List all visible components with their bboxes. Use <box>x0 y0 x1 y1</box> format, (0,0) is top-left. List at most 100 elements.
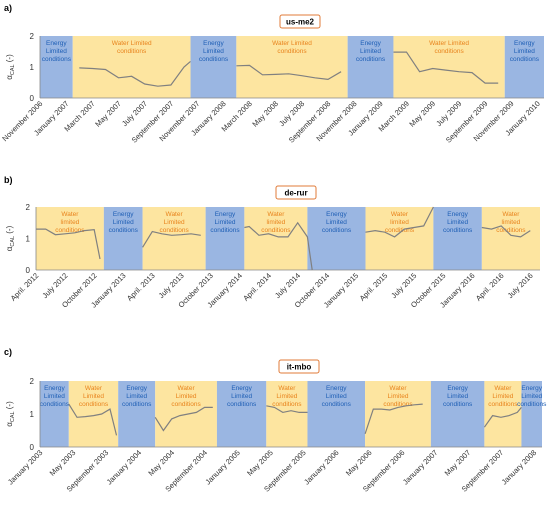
condition-band <box>40 36 73 98</box>
condition-band <box>103 207 143 270</box>
series-line <box>36 228 101 260</box>
panel-letter: b) <box>4 175 13 185</box>
series-line <box>481 225 531 238</box>
band-label: Energy Limited conditions <box>322 385 352 408</box>
condition-band <box>365 207 434 270</box>
condition-band <box>481 207 540 270</box>
condition-band <box>36 207 104 270</box>
band-label: Energy Limited conditions <box>227 385 257 408</box>
condition-band <box>504 36 544 98</box>
condition-band <box>307 207 366 270</box>
x-tick-label: January 2004 <box>105 448 144 487</box>
band-label: Energy Limited conditions <box>510 40 540 63</box>
x-tick-label: January 2007 <box>401 448 440 487</box>
condition-band <box>216 381 267 447</box>
band-label: Energy Limited conditions <box>109 211 139 234</box>
y-axis-label: αCAL (-) <box>5 401 16 427</box>
x-tick-label: May 2006 <box>344 448 374 478</box>
y-tick-label: 2 <box>30 32 35 41</box>
x-tick-label: January 2005 <box>203 448 242 487</box>
condition-band <box>68 381 119 447</box>
x-tick-label: May 2003 <box>48 448 78 478</box>
band-label: Energy Limited conditions <box>322 211 352 234</box>
chart-panel-2: b) Water limited conditions Energy Limited con… <box>4 175 540 310</box>
x-tick-label: May 2008 <box>250 99 280 129</box>
panel-letter: c) <box>4 347 12 357</box>
band-label: Water limited conditions <box>496 211 526 234</box>
condition-band <box>118 381 156 447</box>
condition-band <box>190 36 237 98</box>
chart-title-box <box>275 185 317 200</box>
x-tick-label: July 2013 <box>157 271 186 300</box>
band-label: Water Limited conditions <box>272 385 302 408</box>
chart-title-box <box>278 359 320 374</box>
y-axis-label: αCAL (-) <box>5 54 16 80</box>
x-tick-label: July 2015 <box>389 271 418 300</box>
condition-band <box>521 381 542 447</box>
x-tick-label: May 2007 <box>93 99 123 129</box>
series-line <box>154 406 213 432</box>
chart-panel-1: a) Energy Limited conditions Water Limited co… <box>0 3 544 145</box>
series-line <box>483 407 522 428</box>
condition-band <box>484 381 522 447</box>
series-line <box>364 403 423 434</box>
y-tick-label: 0 <box>30 443 35 452</box>
x-tick-label: July 2012 <box>40 271 69 300</box>
y-tick-label: 1 <box>30 63 35 72</box>
series-line <box>236 64 342 81</box>
band-label: Water Limited conditions <box>272 40 312 55</box>
band-label: Energy Limited conditions <box>517 385 547 408</box>
condition-band <box>393 36 505 98</box>
condition-band <box>430 381 485 447</box>
chart-title: it-mbo <box>287 363 312 372</box>
chart-title-box <box>279 14 321 29</box>
band-label: Energy Limited conditions <box>443 211 473 234</box>
band-label: Water Limited conditions <box>79 385 109 408</box>
chart-title: de-rur <box>284 189 307 198</box>
y-tick-label: 2 <box>26 203 31 212</box>
series-line <box>142 230 201 248</box>
y-tick-label: 0 <box>26 266 31 275</box>
y-tick-label: 1 <box>30 410 35 419</box>
condition-band <box>433 207 482 270</box>
x-tick-label: May 2007 <box>443 448 473 478</box>
x-tick-label: January 2006 <box>302 448 341 487</box>
x-tick-label: April. 2013 <box>125 271 157 303</box>
y-tick-label: 1 <box>26 235 31 244</box>
panel-letter: a) <box>4 3 12 13</box>
x-tick-label: July 2016 <box>506 271 535 300</box>
band-label: Water Limited conditions <box>488 385 518 408</box>
x-tick-label: May 2005 <box>245 448 275 478</box>
y-tick-label: 0 <box>30 94 35 103</box>
condition-band <box>236 36 348 98</box>
band-label: Water limited conditions <box>261 211 291 234</box>
x-tick-label: January 2008 <box>500 448 539 487</box>
y-tick-label: 2 <box>30 377 35 386</box>
series-line <box>79 60 191 87</box>
x-tick-label: May 2009 <box>407 99 437 129</box>
y-axis-label: αCAL (-) <box>5 225 16 251</box>
band-label: Water Limited conditions <box>112 40 152 55</box>
band-label: Water Limited conditions <box>171 385 201 408</box>
x-tick-label: April. 2015 <box>358 271 390 303</box>
condition-band <box>72 36 191 98</box>
band-label: Water Limited conditions <box>159 211 189 234</box>
band-label: Energy Limited conditions <box>210 211 240 234</box>
series-line <box>393 51 499 84</box>
x-tick-label: April. 2016 <box>474 271 506 303</box>
series-line <box>266 405 308 414</box>
band-label: Water limited conditions <box>385 211 415 234</box>
series-line <box>68 403 118 436</box>
condition-band <box>40 381 69 447</box>
band-label: Energy Limited conditions <box>356 40 386 63</box>
x-tick-label: January 2003 <box>6 448 45 487</box>
series-line <box>244 221 313 271</box>
chart-title: us-me2 <box>286 18 315 27</box>
band-label: Energy Limited conditions <box>42 40 72 63</box>
band-label: Water limited conditions <box>55 211 85 234</box>
condition-band <box>142 207 206 270</box>
x-tick-label: July 2014 <box>273 271 302 300</box>
condition-band <box>205 207 245 270</box>
x-tick-label: April. 2014 <box>241 271 273 303</box>
